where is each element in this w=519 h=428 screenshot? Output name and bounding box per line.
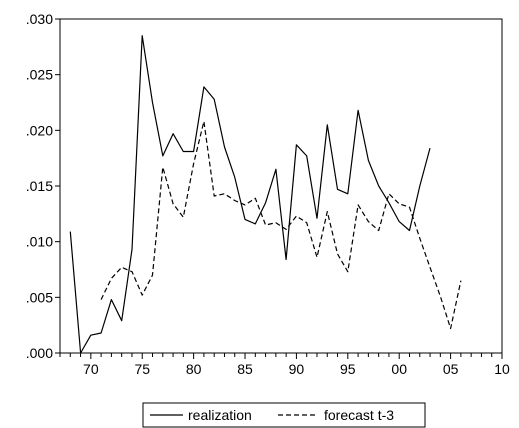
x-tick-label-2: 80 [186,361,202,377]
legend-label-realization: realization [188,407,252,423]
plot-area-frame [59,18,503,354]
axis-ticks: .000 .005 .010 .015 .020 .025 .030 70 75 80 85 90 95… [26,11,510,377]
x-tick-label-3: 85 [237,361,253,377]
x-tick-label-6: 00 [391,361,407,377]
y-tick-label-5: .025 [26,67,53,83]
x-tick-label-8: 10 [494,361,510,377]
series-group [69,35,462,354]
series-line-realization [69,35,431,354]
y-tick-label-3: .015 [26,178,53,194]
y-tick-label-6: .030 [26,11,53,27]
x-tick-label-1: 75 [134,361,150,377]
x-tick-label-5: 95 [340,361,356,377]
legend-label-forecast: forecast t-3 [324,407,394,423]
y-tick-label-1: .005 [26,289,53,305]
legend: realization forecast t-3 [142,402,426,428]
legend-box [142,402,426,428]
y-tick-label-4: .020 [26,122,53,138]
x-tick-label-7: 05 [443,361,459,377]
x-tick-label-0: 70 [83,361,99,377]
y-tick-label-2: .010 [26,234,53,250]
y-tick-label-0: .000 [26,345,53,361]
x-tick-label-4: 90 [289,361,305,377]
series-line-forecast-t-3 [100,120,462,330]
